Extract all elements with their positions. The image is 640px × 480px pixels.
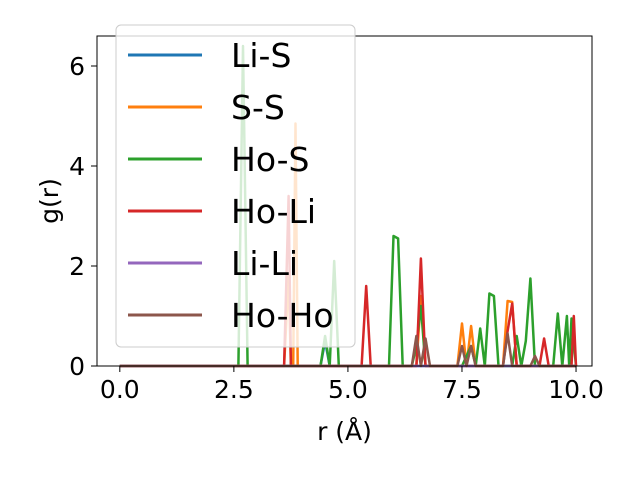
legend-label: S-S	[231, 88, 285, 127]
legend-label: Ho-Li	[231, 192, 316, 231]
y-tick-label: 0	[69, 352, 85, 381]
y-axis-label: g(r)	[35, 178, 64, 224]
x-tick-label: 10.0	[548, 375, 604, 404]
legend-label: Li-Li	[231, 244, 298, 283]
series-line-ho-ho	[119, 332, 576, 368]
y-tick-label: 4	[69, 152, 85, 181]
y-tick-label: 6	[69, 52, 85, 81]
y-axis-ticks: 0 2 4 6	[69, 52, 97, 381]
legend-label: Li-S	[231, 36, 291, 75]
x-axis-ticks: 0.0 2.5 5.0 7.5 10.0	[100, 366, 604, 404]
legend-label: Ho-Ho	[231, 296, 334, 335]
x-tick-label: 0.0	[100, 375, 140, 404]
x-axis-label: r (Å)	[317, 417, 372, 446]
y-tick-label: 2	[69, 252, 85, 281]
legend: Li-S S-S Ho-S Ho-Li Li-Li Ho-Ho	[115, 24, 356, 348]
x-tick-label: 2.5	[214, 375, 254, 404]
x-tick-label: 5.0	[328, 375, 368, 404]
legend-label: Ho-S	[231, 140, 309, 179]
x-tick-label: 7.5	[442, 375, 482, 404]
